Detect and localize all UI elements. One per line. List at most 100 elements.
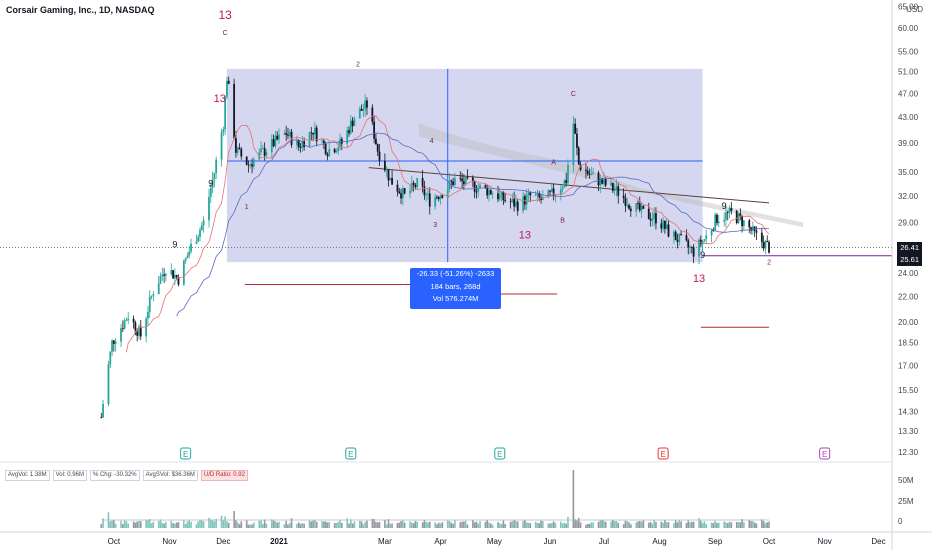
volume-bar: [700, 520, 702, 528]
volume-bar: [735, 522, 738, 528]
volume-bar: [412, 523, 415, 528]
ud-ratio-badge: U/D Ratio: 0.92: [200, 470, 248, 481]
x-tick-label: Jul: [599, 537, 609, 546]
volume-bar: [136, 521, 138, 528]
volume-bar: [375, 521, 377, 528]
earnings-marker: [494, 447, 506, 460]
volume-bar: [258, 520, 261, 528]
candle-body: [272, 139, 275, 147]
candle-body: [236, 147, 239, 153]
candle-body: [725, 212, 727, 220]
candle-body: [446, 189, 449, 198]
candle-body: [308, 132, 311, 148]
volume-bar: [213, 521, 216, 528]
volume-bar: [452, 523, 454, 528]
candle-body: [515, 201, 517, 207]
measure-change: -26.33 (-51.26%) -2633: [416, 269, 495, 278]
volume-bar: [299, 523, 302, 528]
volume-bar: [120, 520, 122, 528]
candle-body: [134, 322, 137, 332]
candle-body: [136, 331, 139, 336]
volume-bar: [211, 519, 214, 528]
candle-body: [195, 241, 198, 244]
candle-body: [297, 140, 300, 148]
candle-body: [726, 212, 729, 214]
volume-tick-label: 50M: [898, 476, 914, 485]
earnings-label: E: [348, 450, 353, 459]
volume-bar: [233, 511, 235, 528]
candle-body: [667, 224, 670, 237]
volume-bar: [703, 521, 706, 528]
candle-body: [416, 177, 419, 188]
candle-body: [699, 239, 702, 245]
chart-label: 1: [245, 204, 249, 211]
volume-bar: [615, 521, 618, 528]
volume-bar: [464, 520, 467, 528]
volume-bar: [287, 524, 289, 528]
volume-bar: [509, 521, 512, 528]
volume-bar: [576, 520, 578, 528]
volume-bar: [689, 522, 691, 528]
target-price-tag: 25.61: [897, 254, 922, 266]
y-tick-label: 15.50: [898, 386, 919, 395]
volume-bar: [660, 521, 663, 528]
volume-bar: [434, 522, 436, 528]
volume-bar: [351, 523, 354, 528]
volume-bar: [647, 522, 650, 528]
candle-body: [333, 148, 336, 153]
volume-bar: [409, 521, 411, 528]
x-tick-label: Oct: [763, 537, 776, 546]
volume-bar: [667, 522, 670, 528]
x-tick-label: Dec: [216, 537, 230, 546]
candle-body: [163, 274, 166, 276]
volume-bar: [613, 521, 616, 528]
volume-bar: [310, 521, 313, 528]
candle-body: [664, 220, 666, 229]
chart-label: 2: [767, 259, 771, 266]
volume-bar: [414, 520, 417, 528]
volume-bar: [411, 522, 413, 528]
volume-bar: [145, 520, 147, 528]
candle-body: [337, 147, 340, 152]
candle-body: [703, 239, 706, 241]
chart-label: A: [551, 160, 556, 167]
volume-bar: [743, 522, 745, 528]
candle-body: [396, 184, 399, 192]
y-tick-label: 43.00: [898, 113, 919, 122]
candle-body: [516, 201, 519, 212]
candle-body: [312, 132, 314, 135]
y-tick-label: 65.00: [898, 3, 919, 12]
candle-body: [375, 138, 377, 145]
candle-body: [497, 193, 499, 200]
volume-bar: [249, 524, 252, 528]
candle-body: [339, 138, 341, 148]
volume-legend: AvgVol: 1.38M Vol: 0.96M % Chg: -30.32% …: [5, 470, 248, 481]
volume-bar: [676, 522, 679, 528]
candle-body: [574, 123, 577, 134]
candle-body: [538, 192, 541, 198]
volume-bar: [725, 522, 727, 528]
y-tick-label: 13.30: [898, 427, 919, 436]
x-tick-label: Sep: [708, 537, 723, 546]
volume-bar: [148, 518, 151, 528]
candle-body: [165, 274, 167, 276]
volume-bar: [563, 522, 566, 528]
volume-bar: [513, 519, 515, 528]
volume-bar: [500, 524, 503, 528]
candle-body: [766, 241, 769, 243]
volume-bar: [755, 523, 758, 528]
volume-bar: [579, 522, 582, 528]
volume-bar: [585, 524, 587, 528]
volume-bar: [378, 521, 381, 528]
candle-body: [364, 100, 367, 110]
candle-body: [351, 120, 354, 127]
candle-body: [215, 159, 218, 173]
earnings-marker: [345, 447, 357, 460]
candle-body: [642, 205, 645, 209]
candle-body: [452, 181, 455, 186]
candle-body: [567, 164, 569, 184]
candle-body: [549, 190, 551, 192]
candle-body: [414, 185, 417, 188]
y-tick-label: 47.00: [898, 89, 919, 98]
